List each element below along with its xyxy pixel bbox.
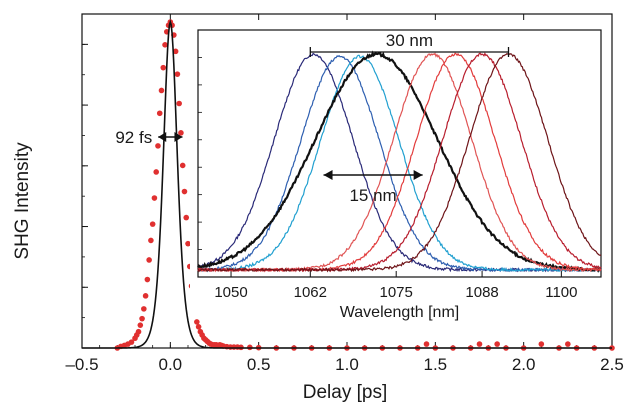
data-point [195,324,202,330]
inset-x-tick-label: 1100 [545,284,577,301]
data-point [156,110,163,117]
data-point [128,339,135,345]
x-tick-label: 0.5 [247,355,271,374]
data-point [149,221,156,227]
inset-x-tick-label: 1088 [465,284,498,301]
data-point [179,162,186,169]
data-point [181,188,188,195]
y-axis-title: SHG Intensity [12,142,33,260]
data-point [476,341,483,347]
data-point [141,306,147,312]
data-point [158,87,165,94]
data-point [146,257,152,263]
fwhm-arrowhead-left [158,132,167,142]
data-point [135,328,142,335]
data-point [151,195,158,201]
x-axis-title: Delay [ps] [303,382,387,403]
fwhm-label: 92 fs [115,128,152,147]
x-tick-label: 0.0 [159,355,183,374]
data-point [144,276,151,283]
x-tick-label: 2.0 [512,355,536,374]
data-point [137,322,144,328]
data-point [160,64,167,71]
fit-line [82,19,612,349]
data-point [494,341,500,347]
data-point [139,315,145,322]
spectrum-line [197,52,602,273]
bracket-30nm-label: 30 nm [386,31,433,50]
data-point [178,130,184,136]
inset-x-tick-label: 1075 [380,284,413,301]
inset-x-tick-label: 1050 [214,284,247,301]
arrow-15nm-head-left [323,170,333,180]
x-tick-label: 1.0 [335,355,359,374]
arrow-15nm-label: 15 nm [349,186,396,205]
fwhm-arrowhead-right [174,132,183,142]
data-point [155,143,161,149]
x-tick-label: –0.5 [65,355,98,374]
data-point [538,341,545,347]
data-point [183,214,190,221]
data-point [174,71,181,77]
inset-x-axis-title: Wavelength [nm] [340,304,459,321]
data-point [172,48,179,55]
data-point [194,319,200,325]
spectrum-line [197,52,602,273]
inset-frame [197,29,602,278]
data-point [565,341,571,347]
data-point [148,237,154,244]
data-point [153,169,159,175]
data-point [176,100,182,107]
inset-x-tick-label: 1062 [294,284,327,301]
x-tick-label: 1.5 [424,355,448,374]
data-point [423,341,430,347]
inset-plot: 1050 1062 1075 1088 1100 Wavelength [nm] 30 nm… [190,29,602,321]
x-tick-label: 2.5 [600,355,624,374]
spectrum-line [197,54,602,273]
data-point [142,293,149,299]
data-point [162,42,168,48]
arrow-15nm-head-right [413,170,423,180]
data-point [185,240,191,247]
